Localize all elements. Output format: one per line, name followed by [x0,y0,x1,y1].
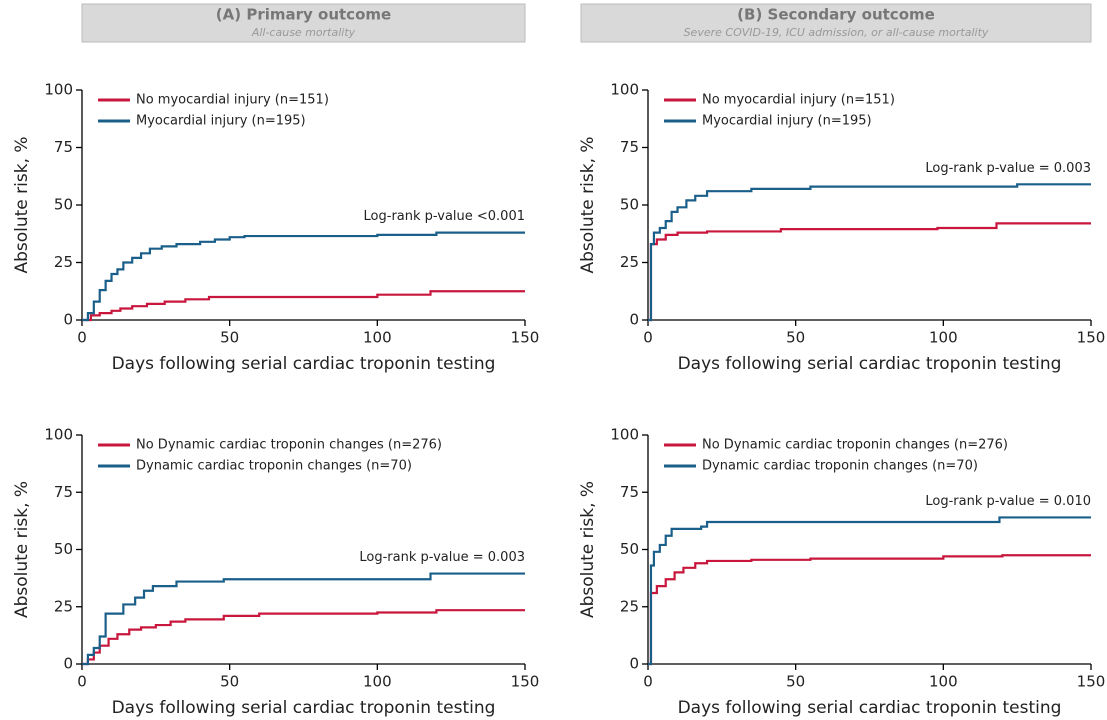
y-axis-title: Absolute risk, % [578,481,598,618]
legend-label: No Dynamic cardiac troponin changes (n=2… [136,438,442,453]
legend-label: Myocardial injury (n=195) [702,114,872,129]
risk-curve [648,516,1091,666]
header-subtitle: All-cause mortality [251,26,356,39]
y-tick-label: 50 [54,196,73,214]
y-tick-label: 75 [620,138,639,156]
y-tick-label: 100 [44,81,73,99]
header-box [580,3,1092,43]
annotation: Log-rank p-value = 0.003 [359,550,525,565]
x-tick-label: 150 [511,329,540,347]
legend-label: Myocardial injury (n=195) [136,114,306,129]
risk-curve [648,183,1091,322]
risk-curve [648,222,1091,322]
x-tick-label: 0 [77,673,87,691]
x-tick-label: 0 [643,673,653,691]
y-tick-label: 25 [54,253,73,271]
risk-curve [82,572,525,666]
y-tick-label: 75 [620,483,639,501]
y-tick-label: 50 [620,196,639,214]
x-tick-label: 150 [1077,329,1106,347]
x-tick-label: 150 [1077,673,1106,691]
header-title: (A) Primary outcome [216,6,391,24]
y-axis-title: Absolute risk, % [12,136,32,273]
x-tick-label: 50 [786,673,805,691]
x-tick-label: 50 [786,329,805,347]
header-box [81,3,526,43]
y-axis-title: Absolute risk, % [12,481,32,618]
legend-label: Dynamic cardiac troponin changes (n=70) [702,459,978,474]
y-tick-label: 50 [54,540,73,558]
annotation: Log-rank p-value = 0.010 [925,494,1091,509]
y-axis-title: Absolute risk, % [578,136,598,273]
y-tick-label: 25 [620,253,639,271]
x-tick-label: 100 [363,329,392,347]
y-tick-label: 25 [54,597,73,615]
x-tick-label: 50 [220,673,239,691]
risk-curve [82,290,525,322]
risk-curve [648,554,1091,666]
header-title: (B) Secondary outcome [737,6,935,24]
x-axis-title: Days following serial cardiac troponin t… [678,354,1062,374]
y-tick-label: 100 [610,81,639,99]
x-tick-label: 100 [929,329,958,347]
legend-label: No Dynamic cardiac troponin changes (n=2… [702,438,1008,453]
annotation: Log-rank p-value = 0.003 [925,161,1091,176]
x-axis-title: Days following serial cardiac troponin t… [112,698,496,718]
y-tick-label: 75 [54,138,73,156]
x-tick-label: 150 [511,673,540,691]
header-subtitle: Severe COVID-19, ICU admission, or all-c… [684,26,989,39]
x-tick-label: 0 [77,329,87,347]
y-tick-label: 0 [63,655,73,673]
annotation: Log-rank p-value <0.001 [364,209,525,224]
risk-curve [82,609,525,666]
y-tick-label: 25 [620,597,639,615]
x-axis-title: Days following serial cardiac troponin t… [112,354,496,374]
legend-label: No myocardial injury (n=151) [136,93,329,108]
y-tick-label: 100 [44,426,73,444]
x-tick-label: 50 [220,329,239,347]
risk-curve [82,231,525,322]
x-axis-title: Days following serial cardiac troponin t… [678,698,1062,718]
y-tick-label: 0 [63,311,73,329]
y-tick-label: 100 [610,426,639,444]
y-tick-label: 0 [629,311,639,329]
x-tick-label: 100 [363,673,392,691]
legend-label: No myocardial injury (n=151) [702,93,895,108]
x-tick-label: 100 [929,673,958,691]
y-tick-label: 0 [629,655,639,673]
legend-label: Dynamic cardiac troponin changes (n=70) [136,459,412,474]
y-tick-label: 50 [620,540,639,558]
y-tick-label: 75 [54,483,73,501]
x-tick-label: 0 [643,329,653,347]
